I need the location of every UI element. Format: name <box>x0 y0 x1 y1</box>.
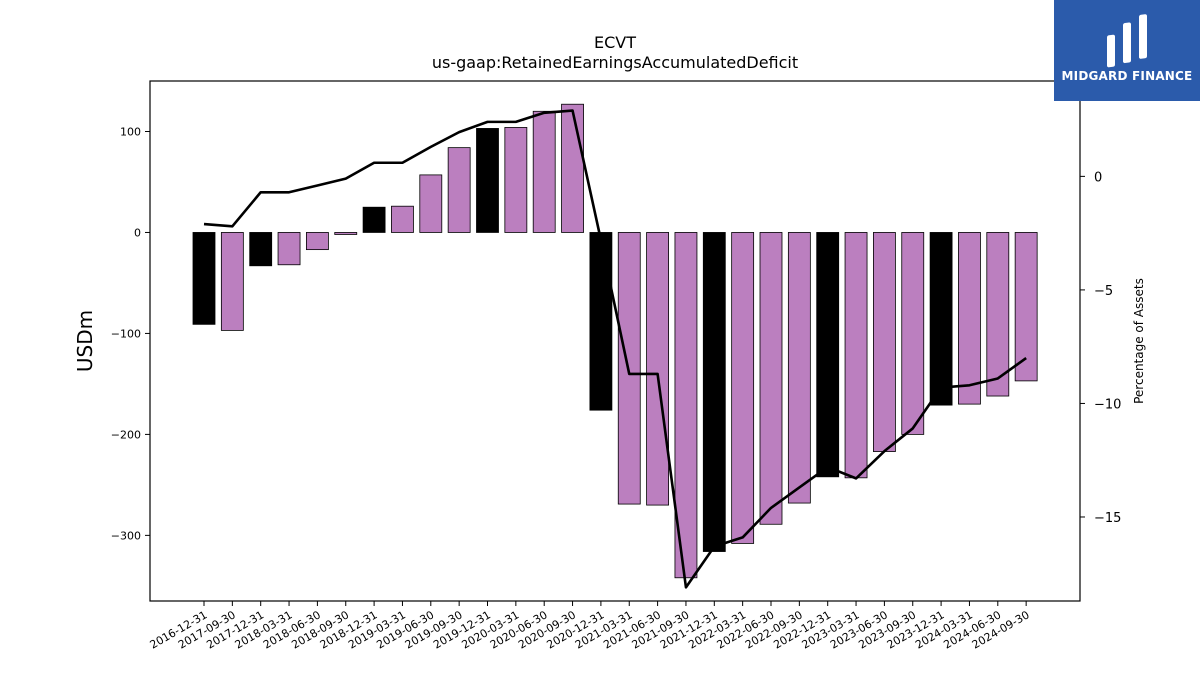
bar-2023-12-31 <box>929 232 953 406</box>
x-axis-ticks: 2016-12-312017-09-302017-12-312018-03-31… <box>148 601 1032 652</box>
y2-tick-label: 0 <box>1094 170 1102 185</box>
chart-title: ECVT <box>594 33 636 52</box>
y-axis-ticks: 100 0 −100 −200 −300 <box>111 125 150 542</box>
bar-2023-06-30 <box>873 232 896 452</box>
y-tick-label: −100 <box>111 327 141 340</box>
bar-2019-09-30 <box>447 147 471 233</box>
y-tick-label: −300 <box>111 529 141 542</box>
chart-subtitle: us-gaap:RetainedEarningsAccumulatedDefic… <box>432 53 798 72</box>
bar-2020-06-30 <box>532 110 556 233</box>
bar-2016-12-31 <box>192 232 216 325</box>
bar-2022-06-30 <box>759 232 783 525</box>
bar-2017-09-30 <box>220 232 244 331</box>
bar-2020-03-31 <box>504 127 528 233</box>
y2-tick-label: −15 <box>1094 511 1121 526</box>
y-tick-label: 100 <box>120 125 141 138</box>
y2-axis-ticks: 0 −5 −10 −15 <box>1080 170 1121 526</box>
bar-2022-09-30 <box>787 232 811 504</box>
bar-2019-12-31 <box>476 128 499 233</box>
y-tick-label: 0 <box>134 226 141 239</box>
bars-group <box>192 103 1038 579</box>
bar-2018-12-31 <box>362 206 386 233</box>
bar-2020-09-30 <box>561 103 584 233</box>
bar-2024-09-30 <box>1014 232 1038 382</box>
bar-2018-06-30 <box>305 232 329 251</box>
brand-logo: MIDGARD FINANCE <box>1054 0 1200 101</box>
y2-tick-label: −5 <box>1094 284 1113 299</box>
bar-2022-03-31 <box>731 232 755 544</box>
y2-tick-label: −10 <box>1094 397 1121 412</box>
bar-2018-09-30 <box>334 232 358 235</box>
bar-2018-03-31 <box>277 232 301 266</box>
bar-2022-12-31 <box>816 232 840 478</box>
bar-2024-06-30 <box>986 232 1010 397</box>
bar-2023-03-31 <box>844 232 868 479</box>
bar-2020-12-31 <box>589 232 613 411</box>
bar-2019-03-31 <box>391 205 414 233</box>
y-axis-label: USDm <box>73 310 97 372</box>
bar-2017-12-31 <box>249 232 273 267</box>
y2-axis-label: Percentage of Assets <box>1132 278 1146 404</box>
percentage-of-assets-line <box>203 109 1027 589</box>
bar-2019-06-30 <box>419 174 443 233</box>
y-tick-label: −200 <box>111 428 141 441</box>
bar-2023-09-30 <box>901 232 925 435</box>
bar-2021-06-30 <box>646 232 669 506</box>
logo-mark-icon <box>1107 14 1147 68</box>
bar-2021-12-31 <box>702 232 726 552</box>
plot-frame <box>149 80 1081 602</box>
bar-2024-03-31 <box>958 232 981 405</box>
logo-text: MIDGARD FINANCE <box>1061 69 1193 83</box>
line-group <box>203 109 1027 589</box>
